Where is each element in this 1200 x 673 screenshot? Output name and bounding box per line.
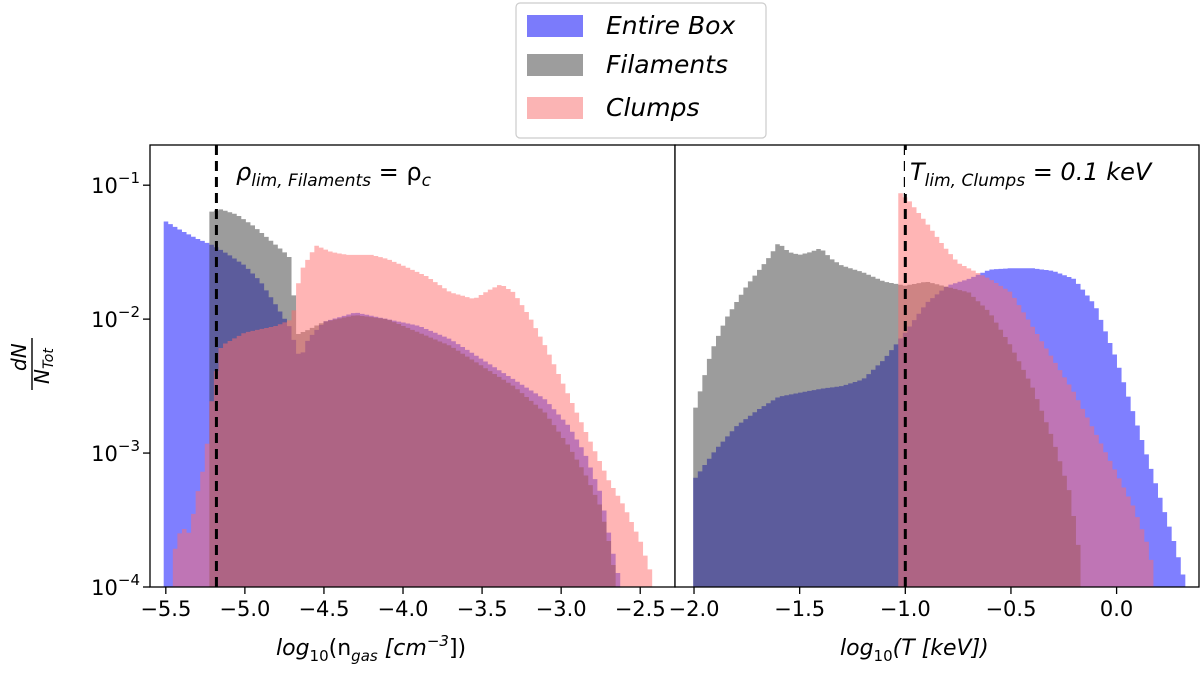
left-x-ticks: −5.5 −5.0 −4.5 −4.0 −3.5 −3.0 −2.5 (140, 587, 666, 621)
series-clumps (898, 193, 1154, 587)
left-panel-density-histogram: ρlim, Filaments = ρc −5.5 −5.0 −4.5 −4.0 −3.… (91, 144, 676, 665)
right-annotation-background (905, 150, 1193, 194)
x-tick-label: −2.5 (615, 597, 666, 621)
legend-label-filaments: Filaments (606, 50, 728, 79)
y-axis-label: dN NTot (7, 338, 57, 390)
y-tick-label: 10−4 (91, 571, 140, 600)
x-tick-label: −4.0 (378, 597, 429, 621)
right-threshold-annotation: Tlim, Clumps = 0.1 keV (910, 158, 1153, 191)
y-axis-label-numerator: dN (7, 343, 31, 371)
legend: Entire Box Filaments Clumps (515, 2, 767, 139)
left-threshold-annotation: ρlim, Filaments = ρc (236, 158, 432, 191)
x-tick-label: 0.0 (1100, 597, 1133, 621)
left-x-axis-label: log10(ngas [cm−3]) (276, 632, 466, 665)
x-tick-label: −5.5 (140, 597, 191, 621)
x-tick-label: −1.5 (774, 597, 825, 621)
x-tick-label: −5.0 (219, 597, 270, 621)
x-tick-label: −4.5 (298, 597, 349, 621)
x-tick-label: −3.5 (457, 597, 508, 621)
legend-label-entire-box: Entire Box (606, 11, 735, 40)
right-x-ticks: −2.0 −1.5 −1.0 −0.5 0.0 (669, 587, 1133, 621)
y-tick-label: 10−1 (91, 169, 140, 198)
x-tick-label: −3.0 (536, 597, 587, 621)
right-axes-frame (674, 144, 1200, 588)
legend-swatch-entire-box (527, 15, 583, 37)
right-panel-temperature-histogram: Tlim, Clumps = 0.1 keV −2.0 −1.5 −1.0 −0.5 0… (669, 144, 1200, 665)
legend-label-clumps: Clumps (606, 93, 700, 122)
series-clumps (172, 245, 653, 587)
left-y-ticks: 10−4 10−3 10−2 10−1 (91, 169, 150, 600)
x-tick-label: −1.0 (880, 597, 931, 621)
right-x-axis-label: log10(T [keV]) (840, 636, 989, 665)
legend-swatch-filaments (527, 54, 583, 76)
y-tick-label: 10−2 (91, 303, 140, 332)
right-histogram-bars (693, 193, 1186, 587)
x-tick-label: −2.0 (669, 597, 720, 621)
x-tick-label: −0.5 (985, 597, 1036, 621)
y-axis-label-denominator: NTot (30, 348, 57, 384)
y-tick-label: 10−3 (91, 437, 140, 466)
histogram-bars-clumps (172, 245, 653, 587)
legend-swatch-clumps (527, 97, 583, 119)
left-histogram-bars (163, 209, 653, 587)
histogram-bars-clumps (898, 193, 1154, 587)
